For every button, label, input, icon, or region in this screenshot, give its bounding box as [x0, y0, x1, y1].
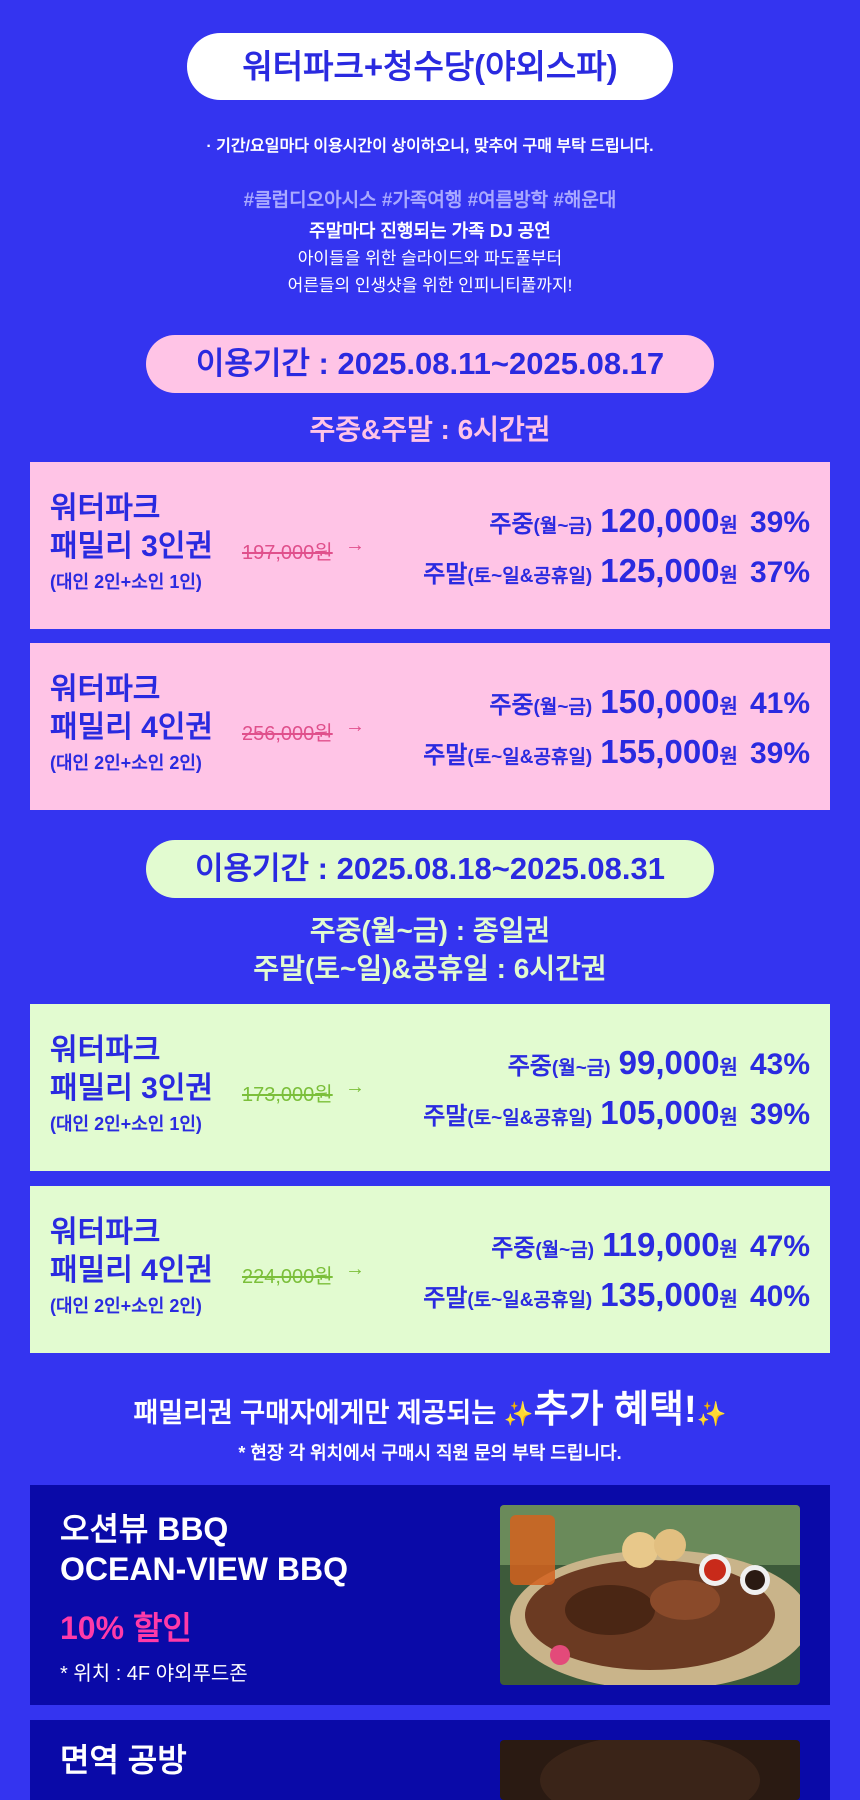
ticket-composition: (대인 2인+소인 2인) — [50, 1296, 202, 1316]
ticket-name: 워터파크 패밀리 3인권 — [50, 492, 214, 563]
page-title: 워터파크+청수당(야외스파) — [187, 33, 673, 100]
weekend-price-row: 주말(토~일&공휴일) 105,000원 39% — [423, 1094, 810, 1131]
ticket-composition: (대인 2인+소인 2인) — [50, 753, 202, 773]
arrow-icon: → — [345, 715, 365, 737]
original-price: 197,000원 — [242, 542, 333, 564]
weekday-price-row: 주중(월~금) 150,000원 41% — [489, 683, 810, 720]
sparkle-icon: ✨ — [696, 1401, 727, 1428]
weekend-price-row: 주말(토~일&공휴일) 155,000원 39% — [423, 733, 810, 770]
ticket-card[interactable]: 워터파크 패밀리 3인권 (대인 2인+소인 1인) 173,000원 → 주중(… — [30, 1004, 830, 1171]
hashtags: #클럽디오아시스 #가족여행 #여름방학 #해운대 — [243, 190, 617, 211]
benefits-note: * 현장 각 위치에서 구매시 직원 문의 부탁 드립니다. — [238, 1443, 622, 1463]
period-badge-2: 이용기간 : 2025.08.18~2025.08.31 — [146, 840, 714, 898]
arrow-icon: → — [345, 1258, 365, 1280]
ticket-composition: (대인 2인+소인 1인) — [50, 572, 202, 592]
arrow-icon: → — [345, 534, 365, 556]
period-subtitle-1: 주중&주말 : 6시간권 — [309, 414, 551, 445]
benefit-title: 오션뷰 BBQ OCEAN-VIEW BBQ — [60, 1511, 348, 1587]
intro-line: 어른들의 인생샷을 위한 인피니티풀까지! — [287, 276, 573, 295]
ticket-name: 워터파크 패밀리 4인권 — [50, 673, 214, 744]
period-badge-1: 이용기간 : 2025.08.11~2025.08.17 — [146, 335, 714, 393]
ticket-name: 워터파크 패밀리 4인권 — [50, 1216, 214, 1287]
benefit-card-workshop[interactable]: 면역 공방 — [30, 1720, 830, 1800]
weekday-price-row: 주중(월~금) 119,000원 47% — [491, 1226, 810, 1263]
period-subtitle-2: 주중(월~금) : 종일권 주말(토~일)&공휴일 : 6시간권 — [253, 915, 607, 984]
bbq-photo — [500, 1505, 800, 1685]
ticket-card[interactable]: 워터파크 패밀리 4인권 (대인 2인+소인 2인) 256,000원 → 주중(… — [30, 643, 830, 810]
arrow-icon: → — [345, 1076, 365, 1098]
benefit-location: * 위치 : 4F 야외푸드존 — [60, 1663, 248, 1685]
benefit-card-bbq[interactable]: 오션뷰 BBQ OCEAN-VIEW BBQ 10% 할인 * 위치 : 4F 야… — [30, 1485, 830, 1705]
weekday-price-row: 주중(월~금) 99,000원 43% — [507, 1044, 810, 1081]
benefit-title: 면역 공방 — [60, 1742, 187, 1778]
ticket-name: 워터파크 패밀리 3인권 — [50, 1034, 214, 1105]
intro-line: 아이들을 위한 슬라이드와 파도풀부터 — [297, 249, 563, 268]
workshop-photo — [500, 1740, 800, 1800]
ticket-card[interactable]: 워터파크 패밀리 3인권 (대인 2인+소인 1인) 197,000원 → 주중(… — [30, 462, 830, 629]
sparkle-icon: ✨ — [503, 1401, 534, 1428]
ticket-composition: (대인 2인+소인 1인) — [50, 1114, 202, 1134]
weekend-price-row: 주말(토~일&공휴일) 135,000원 40% — [423, 1276, 810, 1313]
benefits-title: 패밀리권 구매자에게만 제공되는 ✨추가 혜택!✨ — [133, 1389, 727, 1431]
intro-bold: 주말마다 진행되는 가족 DJ 공연 — [309, 221, 551, 241]
original-price: 173,000원 — [242, 1084, 333, 1106]
intro: 주말마다 진행되는 가족 DJ 공연 아이들을 위한 슬라이드와 파도풀부터 어… — [0, 218, 860, 299]
benefit-discount: 10% 할인 — [60, 1610, 192, 1646]
original-price: 224,000원 — [242, 1266, 333, 1288]
original-price: 256,000원 — [242, 723, 333, 745]
ticket-card[interactable]: 워터파크 패밀리 4인권 (대인 2인+소인 2인) 224,000원 → 주중(… — [30, 1186, 830, 1353]
purchase-notice: · 기간/요일마다 이용시간이 상이하오니, 맞추어 구매 부탁 드립니다. — [206, 138, 654, 155]
weekday-price-row: 주중(월~금) 120,000원 39% — [489, 502, 810, 539]
weekend-price-row: 주말(토~일&공휴일) 125,000원 37% — [423, 552, 810, 589]
